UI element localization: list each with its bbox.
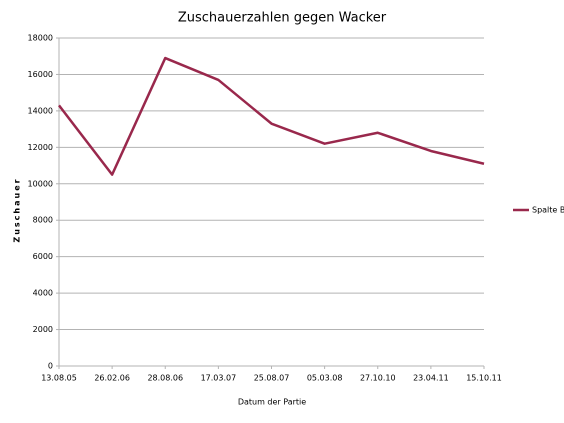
x-tick-label: 15.10.11 <box>466 374 502 383</box>
x-tick-label: 13.08.05 <box>41 374 77 383</box>
x-tick-label: 25.08.07 <box>254 374 290 383</box>
x-tick-label: 27.10.10 <box>360 374 396 383</box>
y-tick-label: 2000 <box>33 325 53 334</box>
y-tick-label: 8000 <box>33 216 53 225</box>
y-tick-label: 14000 <box>28 106 53 115</box>
y-tick-label: 6000 <box>33 252 53 261</box>
x-axis-label: Datum der Partie <box>238 398 306 407</box>
legend-label: Spalte B <box>532 206 564 215</box>
y-tick-label: 10000 <box>28 179 53 188</box>
y-tick-label: 4000 <box>33 289 53 298</box>
y-tick-label: 0 <box>48 362 53 371</box>
y-tick-label: 16000 <box>28 70 53 79</box>
x-tick-label: 26.02.06 <box>94 374 130 383</box>
y-tick-label: 18000 <box>28 34 53 43</box>
x-tick-label: 23.04.11 <box>413 374 449 383</box>
x-tick-label: 17.03.07 <box>201 374 237 383</box>
y-axis-label: Zuschauer <box>13 177 22 242</box>
chart-title: Zuschauerzahlen gegen Wacker <box>178 11 387 26</box>
y-tick-label: 12000 <box>28 143 53 152</box>
x-tick-label: 28.08.06 <box>147 374 183 383</box>
x-tick-label: 05.03.08 <box>307 374 343 383</box>
line-series <box>58 56 485 176</box>
